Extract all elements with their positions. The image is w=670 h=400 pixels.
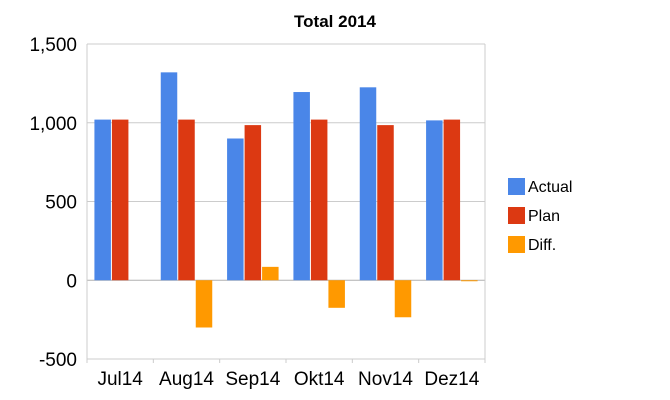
grid-lines: [87, 43, 485, 360]
bar-diff-nov14: [394, 280, 412, 318]
legend-label-plan: Plan: [528, 208, 560, 225]
x-axis: Jul14 Aug14 Sep14 Okt14 Nov14 Dez14: [86, 359, 486, 390]
y-tick-label: 1,000: [29, 114, 77, 135]
bar-plan-nov14: [377, 125, 394, 281]
bar-diff-dez14: [461, 280, 478, 282]
y-tick-label: 0: [66, 271, 77, 292]
x-tick-label: Jul14: [97, 369, 143, 390]
bar-diff-aug14: [195, 280, 213, 328]
y-axis: -500 0 500 1,000 1,500: [29, 35, 77, 371]
bar-plan-okt14: [310, 119, 328, 281]
legend-swatch-plan: [508, 207, 525, 224]
plot-frame: [86, 44, 486, 359]
legend-swatch-diff: [508, 236, 525, 253]
legend-label-actual: Actual: [528, 179, 572, 196]
bar-actual-dez14: [426, 120, 443, 281]
bar-plan-dez14: [443, 119, 461, 281]
x-tick-label: Sep14: [225, 369, 280, 390]
bar-plan-jul14: [111, 119, 129, 281]
legend-label-diff: Diff.: [528, 237, 556, 254]
bar-actual-sep14: [227, 138, 244, 281]
y-tick-label: 1,500: [29, 35, 77, 56]
bar-plan-sep14: [244, 125, 262, 281]
chart-title: Total 2014: [294, 12, 376, 31]
x-tick-label: Dez14: [424, 369, 479, 390]
y-tick-label: -500: [39, 350, 77, 371]
bar-actual-okt14: [293, 92, 310, 281]
x-tick-label: Okt14: [294, 369, 345, 390]
bar-plan-aug14: [178, 119, 195, 281]
bar-actual-aug14: [160, 72, 178, 281]
bar-actual-nov14: [359, 87, 377, 281]
y-tick-label: 500: [45, 193, 77, 214]
bar-diff-sep14: [262, 266, 279, 281]
x-tick-label: Aug14: [159, 369, 214, 390]
bar-actual-jul14: [94, 119, 111, 281]
bars: [94, 72, 478, 328]
legend-swatch-actual: [508, 178, 525, 195]
x-tick-label: Nov14: [358, 369, 413, 390]
bar-diff-okt14: [328, 280, 345, 308]
legend: Actual Plan Diff.: [508, 178, 572, 254]
